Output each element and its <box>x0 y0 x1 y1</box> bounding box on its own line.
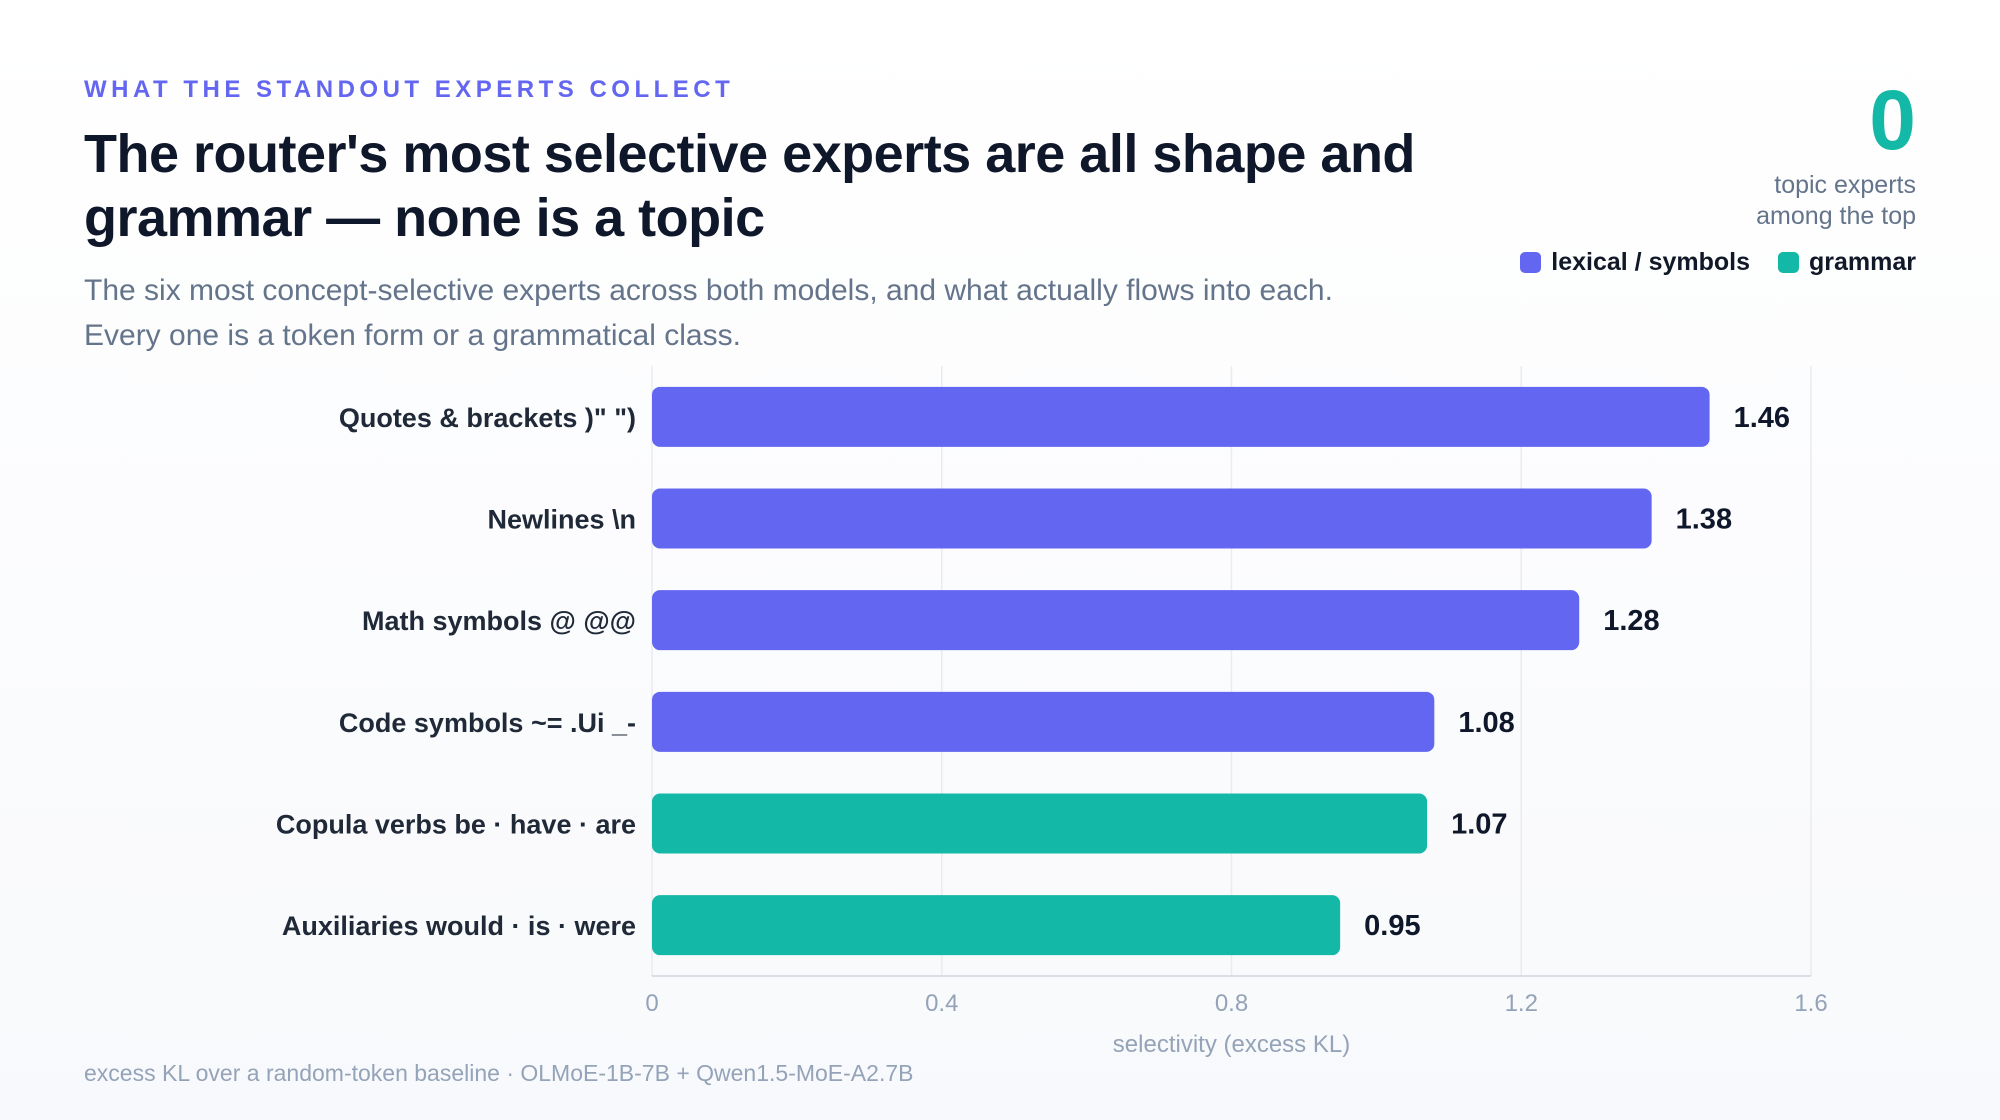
value-label: 1.08 <box>1458 707 1514 739</box>
value-label: 1.46 <box>1734 402 1790 434</box>
bar <box>652 386 1710 447</box>
stat-label-line-1: topic experts <box>1774 171 1916 199</box>
value-label: 1.38 <box>1676 504 1732 536</box>
x-tick-label: 1.6 <box>1794 990 1827 1017</box>
chart-legend: lexical / symbols grammar <box>1520 248 1916 277</box>
stat-value: 0 <box>1869 73 1916 167</box>
legend-swatch-lexical <box>1520 252 1542 273</box>
bar-chart: 0 0.4 0.8 1.2 1.6 selectivity (excess KL) Quot… <box>276 366 1828 1058</box>
chart-eyebrow: WHAT THE STANDOUT EXPERTS COLLECT <box>84 76 735 103</box>
category-label: Code symbols ~= .Ui _- <box>339 708 636 738</box>
value-label: 1.28 <box>1603 605 1659 637</box>
x-axis-label: selectivity (excess KL) <box>1113 1031 1350 1058</box>
value-label: 1.07 <box>1451 809 1507 841</box>
category-label: Auxiliaries would · is · were <box>282 911 636 941</box>
category-label: Quotes & brackets )" ") <box>339 403 636 433</box>
legend-label-grammar: grammar <box>1809 248 1916 276</box>
bar <box>652 793 1428 854</box>
value-label: 0.95 <box>1364 910 1420 942</box>
x-tick-label: 0.4 <box>925 990 958 1017</box>
chart-subtitle: The six most concept-selective experts a… <box>84 268 1484 358</box>
category-label: Copula verbs be · have · are <box>276 810 636 840</box>
category-label: Newlines \n <box>487 505 636 535</box>
x-tick-label: 0 <box>645 990 658 1017</box>
stat-label-line-2: among the top <box>1756 202 1916 230</box>
bar <box>652 691 1435 752</box>
chart-subtitle-line-1: The six most concept-selective experts a… <box>84 274 1333 307</box>
legend-item-grammar: grammar <box>1778 248 1916 277</box>
chart-title: The router's most selective experts are … <box>84 122 1504 250</box>
legend-swatch-grammar <box>1778 252 1799 273</box>
legend-item-lexical: lexical / symbols <box>1520 248 1750 277</box>
bar <box>652 488 1652 549</box>
x-tick-label: 1.2 <box>1505 990 1538 1017</box>
bar <box>652 895 1341 956</box>
stat-label: topic experts among the top <box>1676 170 1916 232</box>
category-label: Math symbols @ @@ <box>362 606 636 636</box>
chart-title-line-1: The router's most selective experts are … <box>84 124 1415 184</box>
chart-subtitle-line-2: Every one is a token form or a grammatic… <box>84 319 741 352</box>
bar <box>652 590 1580 651</box>
chart-footnote: excess KL over a random-token baseline ·… <box>84 1060 914 1086</box>
topic-experts-stat: 0 topic experts among the top <box>1676 70 1916 232</box>
legend-label-lexical: lexical / symbols <box>1551 248 1750 276</box>
chart-title-line-2: grammar — none is a topic <box>84 188 765 248</box>
x-tick-label: 0.8 <box>1215 990 1248 1017</box>
